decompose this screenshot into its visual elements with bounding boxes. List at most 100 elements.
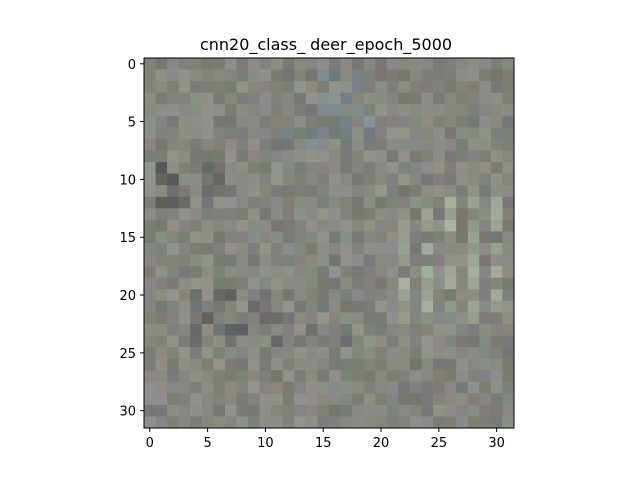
image-pixel (375, 312, 388, 325)
image-pixel (236, 381, 249, 394)
image-pixel (479, 173, 492, 186)
image-pixel (433, 138, 446, 151)
image-pixel (317, 115, 330, 128)
image-pixel (259, 196, 272, 209)
image-pixel (352, 300, 365, 313)
image-pixel (490, 173, 503, 186)
image-pixel (329, 219, 341, 232)
image-pixel (456, 219, 469, 232)
image-pixel (155, 162, 168, 175)
image-pixel (317, 254, 330, 267)
image-pixel (409, 138, 422, 151)
image-pixel (155, 254, 168, 267)
image-pixel (144, 416, 156, 429)
image-pixel (236, 254, 249, 267)
image-pixel (386, 416, 399, 429)
image-pixel (421, 289, 434, 302)
image-pixel (213, 162, 226, 175)
image-pixel (213, 358, 226, 371)
image-pixel (433, 404, 446, 417)
image-pixel (282, 127, 295, 140)
image-pixel (190, 185, 203, 198)
image-pixel (490, 323, 503, 336)
image-pixel (340, 219, 353, 232)
image-pixel (490, 381, 503, 394)
image-pixel (224, 92, 237, 105)
image-pixel (502, 185, 515, 198)
image-pixel (352, 58, 365, 70)
image-pixel (213, 289, 226, 302)
image-pixel (190, 104, 203, 117)
image-pixel (456, 150, 469, 163)
image-pixel (467, 150, 480, 163)
image-pixel (502, 254, 515, 267)
image-pixel (178, 138, 191, 151)
image-pixel (178, 219, 191, 232)
image-pixel (479, 231, 492, 244)
image-pixel (259, 69, 272, 82)
image-pixel (259, 323, 272, 336)
image-pixel (167, 300, 180, 313)
image-pixel (398, 115, 411, 128)
y-tick-label: 25 (119, 347, 136, 362)
image-pixel (340, 370, 353, 383)
image-pixel (375, 231, 388, 244)
image-pixel (144, 266, 156, 279)
image-pixel (167, 81, 180, 94)
image-pixel (479, 208, 492, 221)
image-pixel (490, 266, 503, 279)
image-pixel (490, 219, 503, 232)
image-pixel (236, 335, 249, 348)
image-pixel (178, 127, 191, 140)
image-pixel (167, 196, 180, 209)
image-pixel (386, 254, 399, 267)
image-pixel (224, 138, 237, 151)
image-pixel (282, 347, 295, 360)
image-pixel (271, 173, 284, 186)
image-pixel (213, 335, 226, 348)
image-pixel (213, 300, 226, 313)
image-pixel (294, 208, 307, 221)
image-pixel (201, 127, 214, 140)
image-pixel (167, 138, 180, 151)
image-pixel (178, 370, 191, 383)
image-pixel (409, 196, 422, 209)
image-pixel (502, 173, 515, 186)
image-pixel (259, 162, 272, 175)
image-pixel (248, 208, 261, 221)
image-pixel (433, 81, 446, 94)
image-pixel (248, 323, 261, 336)
image-pixel (155, 289, 168, 302)
image-pixel (178, 162, 191, 175)
image-pixel (456, 196, 469, 209)
image-pixel (398, 185, 411, 198)
image-pixel (363, 243, 376, 255)
image-pixel (329, 69, 341, 82)
image-pixel (144, 381, 156, 394)
image-pixel (201, 196, 214, 209)
image-pixel (467, 254, 480, 267)
image-pixel (386, 208, 399, 221)
image-pixel (467, 219, 480, 232)
image-pixel (271, 300, 284, 313)
image-pixel (201, 81, 214, 94)
image-pixel (190, 381, 203, 394)
image-pixel (467, 58, 480, 70)
image-pixel (155, 208, 168, 221)
image-pixel (213, 81, 226, 94)
image-pixel (155, 358, 168, 371)
image-pixel (375, 115, 388, 128)
image-pixel (502, 208, 515, 221)
image-pixel (167, 243, 180, 255)
image-pixel (167, 323, 180, 336)
image-pixel (340, 312, 353, 325)
image-pixel (409, 104, 422, 117)
image-pixel (155, 323, 168, 336)
image-pixel (409, 381, 422, 394)
image-pixel (409, 208, 422, 221)
image-pixel (433, 127, 446, 140)
image-pixel (375, 162, 388, 175)
image-pixel (248, 381, 261, 394)
image-pixel (386, 115, 399, 128)
image-pixel (282, 381, 295, 394)
